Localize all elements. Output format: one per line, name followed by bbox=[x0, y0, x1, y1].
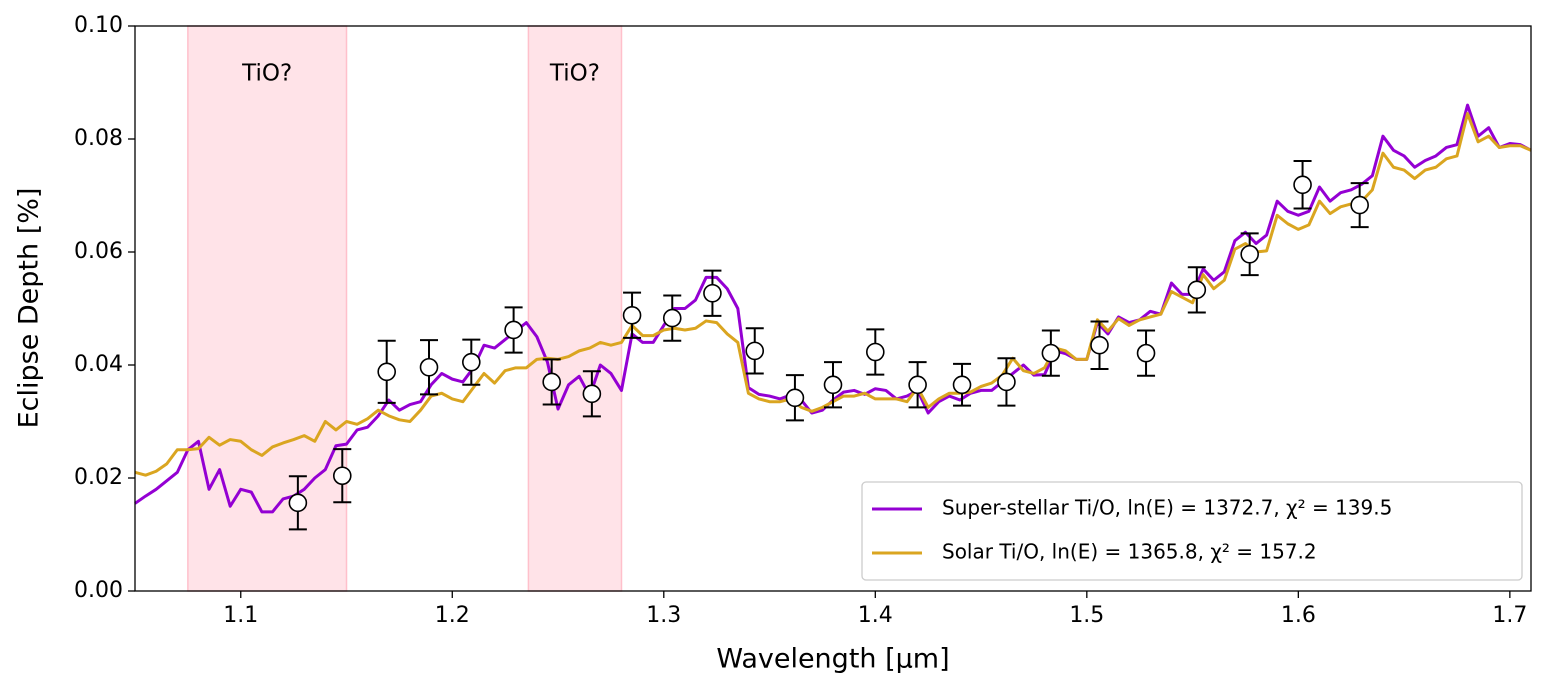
data-point bbox=[542, 372, 561, 392]
x-tick-label: 1.6 bbox=[1281, 603, 1316, 628]
data-point bbox=[582, 384, 602, 404]
legend-box bbox=[861, 481, 1523, 581]
x-tick-label: 1.5 bbox=[1069, 603, 1104, 628]
data-point bbox=[288, 493, 308, 513]
data-point bbox=[622, 305, 642, 325]
span-label: TiO? bbox=[241, 61, 292, 87]
y-tick-label: 0.00 bbox=[74, 578, 123, 603]
y-tick-label: 0.02 bbox=[74, 465, 123, 490]
data-point bbox=[419, 357, 439, 377]
data-point bbox=[1041, 343, 1061, 363]
data-point bbox=[703, 283, 722, 303]
legend-label: Solar Ti/O, ln(E) = 1365.8, χ² = 157.2 bbox=[942, 540, 1317, 564]
data-point bbox=[908, 375, 927, 395]
span-label: TiO? bbox=[549, 61, 600, 87]
data-point bbox=[866, 342, 885, 362]
data-point bbox=[662, 308, 682, 328]
x-axis-label: Wavelength [μm] bbox=[716, 644, 949, 675]
y-tick-label: 0.06 bbox=[74, 239, 123, 264]
observations bbox=[288, 160, 1369, 531]
data-point bbox=[1136, 343, 1156, 363]
shaded-span bbox=[527, 25, 623, 592]
data-point bbox=[745, 341, 765, 361]
data-point bbox=[952, 375, 972, 395]
data-point bbox=[462, 352, 481, 372]
x-tick-label: 1.3 bbox=[646, 603, 681, 628]
plot-frame bbox=[134, 25, 1532, 592]
y-axis-label: Eclipse Depth [%] bbox=[14, 188, 45, 429]
data-point bbox=[1240, 244, 1259, 264]
x-tick-label: 1.1 bbox=[223, 603, 258, 628]
x-tick-label: 1.2 bbox=[435, 603, 470, 628]
spans: TiO? TiO? bbox=[187, 25, 623, 592]
data-point bbox=[997, 372, 1016, 392]
data-point bbox=[504, 320, 523, 340]
y-tick-label: 0.04 bbox=[74, 352, 123, 377]
data-point bbox=[377, 362, 397, 382]
data-point bbox=[1090, 335, 1109, 355]
data-point bbox=[1187, 280, 1207, 300]
data-point bbox=[1350, 195, 1369, 215]
x-tick-label: 1.4 bbox=[858, 603, 893, 628]
shaded-span bbox=[187, 25, 348, 592]
y-tick-label: 0.08 bbox=[74, 126, 123, 151]
data-point bbox=[1293, 175, 1312, 195]
y-tick-label: 0.10 bbox=[74, 13, 123, 38]
x-tick-label: 1.7 bbox=[1492, 603, 1527, 628]
axes: 1.1 1.2 1.3 1.4 1.5 1.6 1.7 0.00 0.02 0.04 0.06 0.0… bbox=[74, 13, 1532, 628]
legend-label: Super-stellar Ti/O, ln(E) = 1372.7, χ² =… bbox=[942, 496, 1392, 520]
legend: Super-stellar Ti/O, ln(E) = 1372.7, χ² =… bbox=[861, 481, 1523, 581]
data-point bbox=[785, 388, 805, 408]
data-point bbox=[332, 466, 352, 486]
data-point bbox=[823, 375, 843, 395]
